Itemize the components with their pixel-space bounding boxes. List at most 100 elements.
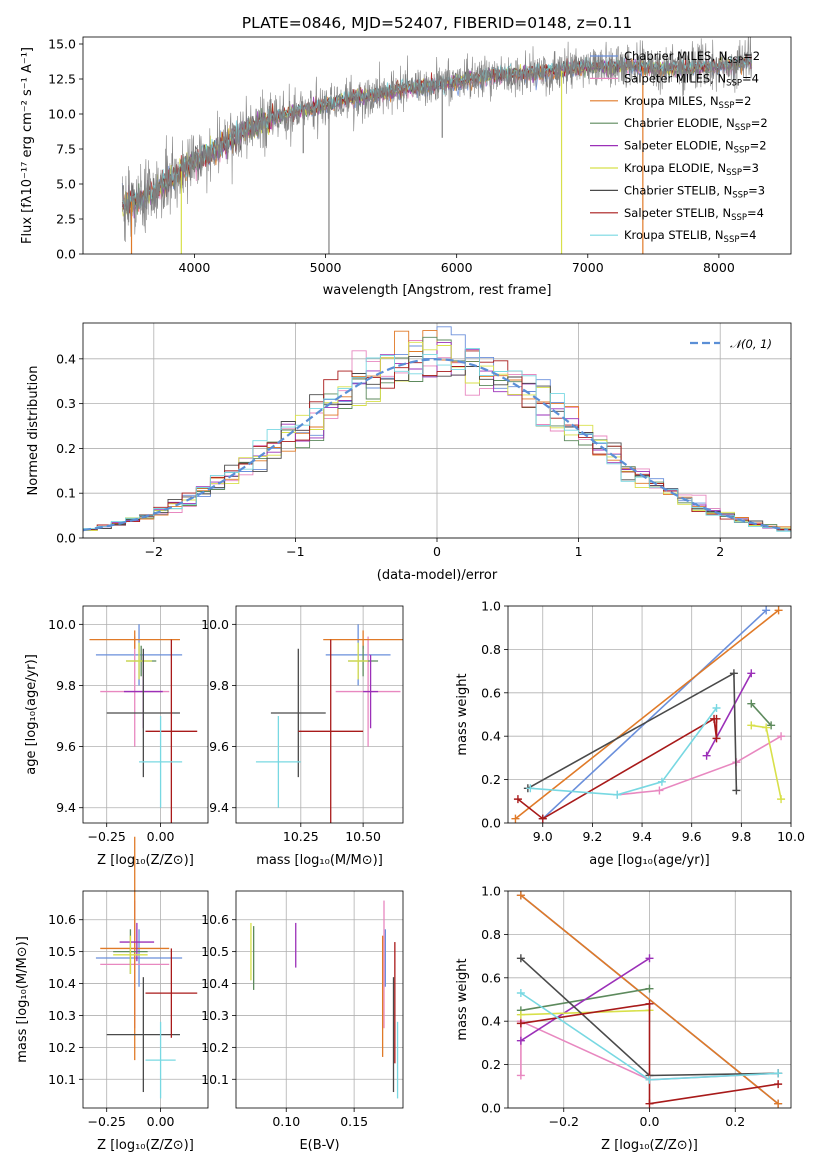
weight-marker-salpeter_miles (516, 1071, 525, 1080)
x-tick-label: −1 (286, 544, 304, 559)
plot-content (516, 891, 783, 1108)
y-tick-label: 2.5 (56, 212, 76, 227)
y-tick-label: 10.1 (48, 1072, 76, 1087)
y-tick-label: 9.8 (209, 678, 229, 693)
x-tick-label: 1 (575, 544, 583, 559)
y-tick-label: 0.4 (481, 1014, 501, 1029)
y-tick-label: 15.0 (48, 37, 76, 52)
plot-content (250, 900, 399, 1099)
x-axis-label: E(B-V) (299, 1138, 339, 1153)
x-axis-label: Z [log₁₀(Z/Z⊙)] (601, 1138, 698, 1153)
y-tick-label: 10.0 (48, 107, 76, 122)
errorbar-kroupa_stelib (255, 716, 301, 808)
legend-label: Salpeter MILES, N (624, 71, 726, 85)
x-axis-label: Z [log₁₀(Z/Z⊙)] (97, 1138, 194, 1153)
legend-label-value: =2 (743, 49, 760, 63)
age-vs-Z-panel: −0.25 0.00 9.4 9.6 9.8 10.0 Z [log₁₀(Z/Z⊙)] age… (24, 605, 209, 868)
weight-line-chabrier_miles (542, 609, 767, 820)
observed-spectrum (122, 37, 752, 242)
weight-marker-salpeter_stelib (712, 714, 721, 723)
weight-marker-kroupa_elodie (516, 1010, 525, 1019)
normal-distribution-curve (83, 358, 789, 532)
plot-content (121, 37, 753, 254)
weight-marker-kroupa_stelib (613, 790, 622, 799)
weight-marker-salpeter_elodie (747, 669, 756, 678)
y-tick-label: 10.6 (201, 912, 229, 927)
y-tick-label: 10.4 (201, 976, 229, 991)
y-axis-label: Flux [fλ10⁻¹⁷ erg cm⁻² s⁻¹ A⁻¹] (20, 47, 35, 244)
legend-label-value: =4 (742, 71, 759, 85)
x-tick-label: 8000 (703, 260, 735, 275)
mass-weight-vs-Z-panel: −0.2 0.0 0.2 0.0 0.2 0.4 0.6 0.8 1.0 Z [log₁₀(Z/Z… (455, 884, 792, 1153)
legend-label-subscript: SSP (719, 101, 735, 111)
x-tick-label: 0.00 (147, 829, 175, 844)
y-tick-label: 9.6 (209, 739, 229, 754)
weight-line-salpeter_elodie (520, 957, 650, 1042)
weight-marker-salpeter_elodie (516, 1036, 525, 1045)
plot-content (83, 326, 791, 533)
legend-label-subscript: SSP (734, 146, 750, 156)
weight-marker-chabrier_stelib (732, 786, 741, 795)
y-axis-label: mass weight (455, 958, 470, 1040)
y-tick-label: 9.4 (56, 800, 76, 815)
mass-weight-vs-age-panel: 9.0 9.2 9.4 9.6 9.8 10.0 0.0 0.2 0.4 0.6 0.8 1.0 age… (455, 599, 805, 869)
spectrum-plot-area: 4000 5000 6000 7000 8000 0.0 2.5 5.0 7.5 10.0 12.5… (20, 36, 792, 298)
weight-marker-kroupa_miles (774, 606, 783, 615)
x-tick-label: 4000 (179, 260, 211, 275)
weight-marker-kroupa_elodie (777, 795, 786, 804)
x-tick-label: 2 (716, 544, 724, 559)
weight-marker-kroupa_miles (774, 1099, 783, 1108)
legend-entry-chabrier_elodie: Chabrier ELODIE, NSSP=2 (624, 116, 768, 133)
weight-marker-salpeter_stelib (712, 734, 721, 743)
mass-vs-EBV-panel: 0.10 0.15 10.1 10.2 10.3 10.4 10.5 10.6 E(B-V) (201, 890, 404, 1153)
y-tick-label: 9.8 (56, 678, 76, 693)
histogram-kroupa_stelib (83, 348, 791, 533)
x-axis-label: age [log₁₀(age/yr)] (589, 853, 710, 868)
weight-marker-salpeter_stelib (538, 814, 547, 823)
x-tick-label: 0.00 (147, 1114, 175, 1129)
axes: −2 −1 0 1 2 0.0 0.1 0.2 0.3 0.4 (data-model)/error… (26, 322, 792, 583)
y-tick-label: 0.6 (481, 685, 501, 700)
errorbar-salpeter_stelib (145, 639, 198, 823)
axes: −0.25 0.00 10.1 10.2 10.3 10.4 10.5 10.6 Z [log₁… (15, 890, 209, 1153)
weight-marker-salpeter_stelib (645, 1099, 654, 1108)
y-tick-label: 10.3 (201, 1008, 229, 1023)
y-tick-label: 0.4 (481, 729, 501, 744)
x-tick-label: −0.25 (88, 829, 126, 844)
weight-marker-kroupa_miles (511, 814, 520, 823)
weight-line-kroupa_stelib (530, 707, 718, 796)
errorbar-kroupa_elodie (113, 935, 148, 974)
legend-label-subscript: SSP (732, 190, 748, 200)
y-tick-label: 0.2 (56, 441, 76, 456)
x-tick-label: 7000 (572, 260, 604, 275)
y-tick-label: 10.2 (201, 1040, 229, 1055)
axes-frame (82, 36, 792, 255)
legend-label-subscript: SSP (727, 56, 743, 66)
legend-label: Chabrier STELIB, N (624, 183, 732, 197)
weight-marker-kroupa_miles (516, 891, 525, 900)
weight-marker-kroupa_stelib (774, 1069, 783, 1078)
weight-marker-kroupa_stelib (657, 777, 666, 786)
histogram-legend: 𝒩(0, 1) (690, 337, 772, 351)
y-tick-label: 9.4 (209, 800, 229, 815)
legend-label-subscript: SSP (731, 213, 747, 223)
weight-marker-kroupa_stelib (526, 784, 535, 793)
y-tick-label: 10.3 (48, 1008, 76, 1023)
y-tick-label: 5.0 (56, 177, 76, 192)
x-tick-label: 9.0 (533, 829, 553, 844)
weight-line-kroupa_elodie (520, 1009, 650, 1016)
weight-marker-salpeter_stelib (516, 1019, 525, 1028)
weight-marker-salpeter_stelib (513, 795, 522, 804)
y-axis-label: mass [log₁₀(M/M⊙)] (15, 936, 30, 1063)
x-axis-label: mass [log₁₀(M/M⊙)] (256, 853, 383, 868)
weight-marker-kroupa_stelib (645, 1075, 654, 1084)
axes: 9.0 9.2 9.4 9.6 9.8 10.0 0.0 0.2 0.4 0.6 0.8 1.0 age… (455, 599, 805, 869)
weight-line-salpeter_elodie (705, 672, 753, 757)
x-axis-label: wavelength [Angstrom, rest frame] (323, 283, 552, 298)
legend-entry-chabrier_miles: Chabrier MILES, NSSP=2 (624, 49, 760, 66)
plot-content (89, 624, 198, 823)
axes: 10.25 10.50 9.4 9.6 9.8 10.0 mass [log₁₀(M/M⊙)… (201, 605, 404, 868)
legend-label-subscript: SSP (726, 168, 742, 178)
axes-frame (82, 890, 209, 1109)
